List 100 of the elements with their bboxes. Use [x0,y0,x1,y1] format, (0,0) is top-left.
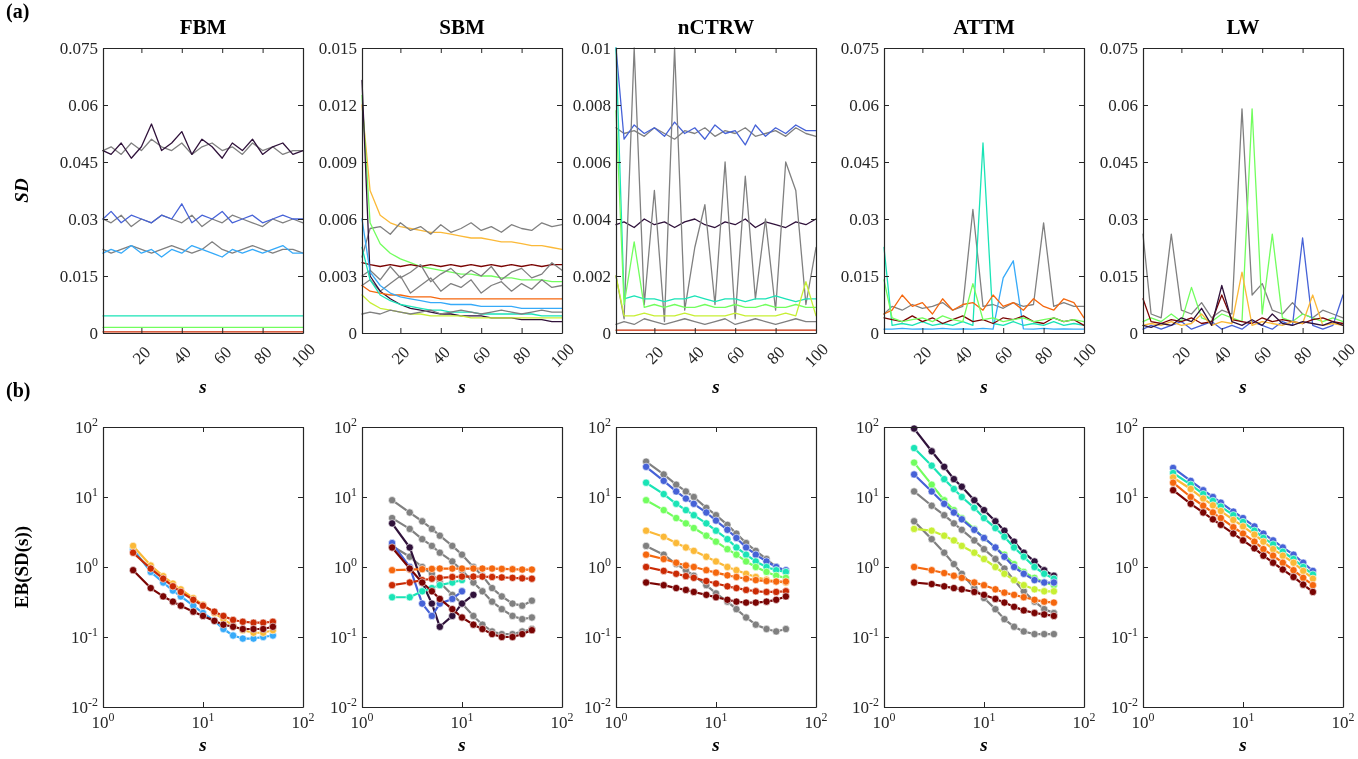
x-tick-label: 100 [1068,339,1101,372]
y-axis-title: SD [11,178,32,203]
y-tick-label: 10$^{-1}$ [330,624,358,647]
y-tick-label: 0.075 [1099,38,1138,58]
y-tick-label: 0.015 [1099,266,1138,286]
y-tick-label: 0.06 [849,95,879,115]
x-tick-label: 100 [287,339,320,372]
x-tick-label: 80 [763,342,789,369]
y-tick-label: 0.015 [59,266,98,286]
y-tick-label: 0.045 [840,152,879,172]
y-tick-label: 0.008 [572,95,611,115]
y-tick-label: 10$^{0}$ [856,554,880,577]
x-axis-title: s [457,376,466,397]
y-tick-label: 0.006 [572,152,611,172]
x-axis-title: s [711,734,720,755]
y-tick-label: 0.003 [318,266,357,286]
y-tick-label: 10$^{-1}$ [71,624,99,647]
x-tick-label: 80 [1031,342,1057,369]
y-tick-label: 10$^{1}$ [588,484,612,507]
y-tick-label: 0.045 [1099,152,1138,172]
x-axis-title: s [1238,734,1247,755]
y-tick-label: 0 [348,323,357,343]
x-axis-title: s [198,376,207,397]
y-tick-label: 0.06 [1108,95,1138,115]
y-tick-label: 0.03 [1108,209,1138,229]
y-tick-label: 0.012 [318,95,357,115]
chart-title: FBM [179,15,227,39]
x-axis-title: s [198,734,207,755]
y-tick-label: 10$^{2}$ [1115,414,1139,437]
y-tick-label: 0.006 [318,209,357,229]
x-tick-label: 10$^{2}$ [291,710,315,732]
y-tick-label: 0.03 [849,209,879,229]
text: (b) [6,379,31,402]
y-tick-label: 0.045 [59,152,98,172]
x-axis-title: s [979,734,988,755]
y-tick-label: 10$^{1}$ [75,484,99,507]
y-tick-label: 10$^{2}$ [334,414,358,437]
x-tick-label: 40 [682,342,708,369]
y-axis-title: EB(SD(s)) [11,525,33,609]
x-axis-title: s [711,376,720,397]
text: (a) [6,0,30,23]
y-tick-label: 10$^{2}$ [856,414,880,437]
x-tick-label: 100 [800,339,833,372]
y-tick-label: 0 [89,323,98,343]
x-tick-label: 10$^{1}$ [191,710,215,732]
y-tick-label: 10$^{2}$ [588,414,612,437]
y-tick-label: 0.009 [318,152,357,172]
y-tick-label: 0 [602,323,611,343]
x-tick-label: 80 [250,342,276,369]
chart-title: LW [1226,15,1260,39]
x-tick-label: 10$^{1}$ [450,710,474,732]
x-tick-label: 60 [1249,342,1276,369]
chart-title: nCTRW [677,15,755,39]
x-tick-label: 20 [128,342,155,369]
y-tick-label: 0.075 [840,38,879,58]
x-tick-label: 20 [909,342,936,369]
x-tick-label: 10$^{1}$ [972,710,996,732]
x-tick-label: 60 [722,342,749,369]
y-tick-label: 10$^{2}$ [75,414,99,437]
y-tick-label: 10$^{0}$ [334,554,358,577]
x-tick-label: 10$^{2}$ [1072,710,1096,732]
x-tick-label: 40 [169,342,195,369]
x-tick-label: 100 [1327,339,1358,372]
y-tick-label: 0.075 [59,38,98,58]
y-tick-label: 10$^{-1}$ [1111,624,1139,647]
y-tick-label: 10$^{0}$ [75,554,99,577]
x-tick-label: 20 [387,342,414,369]
y-tick-label: 0.01 [581,38,611,58]
y-tick-label: 0.015 [840,266,879,286]
y-tick-label: 0 [1129,323,1138,343]
x-tick-label: 40 [428,342,454,369]
x-tick-label: 60 [209,342,236,369]
y-tick-label: 10$^{-1}$ [584,624,612,647]
x-tick-label: 60 [990,342,1017,369]
x-tick-label: 10$^{1}$ [1231,710,1255,732]
x-tick-label: 100 [546,339,579,372]
y-tick-label: 10$^{1}$ [856,484,880,507]
x-tick-label: 10$^{1}$ [704,710,728,732]
x-tick-label: 40 [1209,342,1235,369]
x-tick-label: 80 [509,342,535,369]
x-axis-title: s [1238,376,1247,397]
x-axis-title: s [979,376,988,397]
y-tick-label: 0.015 [318,38,357,58]
x-tick-label: 10$^{2}$ [1331,710,1355,732]
y-tick-label: 0.004 [572,209,612,229]
y-tick-label: 0.03 [68,209,98,229]
x-tick-label: 10$^{2}$ [804,710,828,732]
x-tick-label: 20 [1168,342,1195,369]
chart-title: SBM [439,15,485,39]
x-axis-title: s [457,734,466,755]
y-tick-label: 0.06 [68,95,98,115]
chart-title: ATTM [953,15,1015,39]
y-tick-label: 0 [870,323,879,343]
y-tick-label: 10$^{1}$ [334,484,358,507]
x-tick-label: 40 [950,342,976,369]
y-tick-label: 0.002 [572,266,611,286]
y-tick-label: 10$^{1}$ [1115,484,1139,507]
y-tick-label: 10$^{-1}$ [852,624,880,647]
x-tick-label: 10$^{2}$ [550,710,574,732]
x-tick-label: 60 [468,342,495,369]
